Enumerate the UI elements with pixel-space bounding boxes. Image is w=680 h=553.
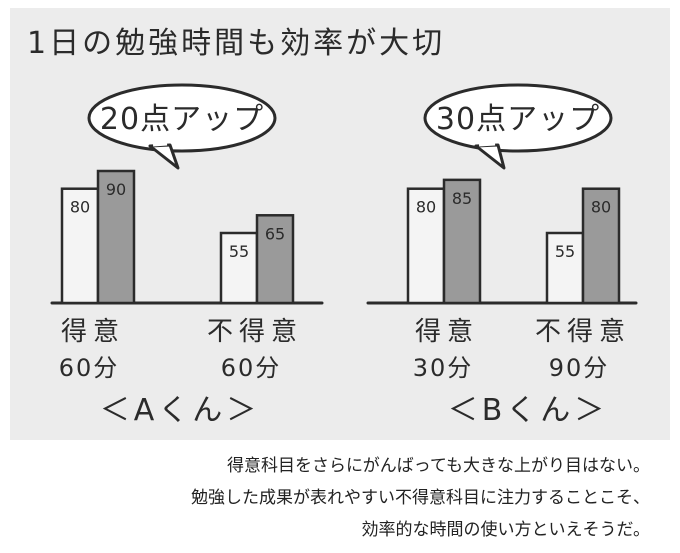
category-time-label: 60分 [59,354,120,382]
student-name: ＜Bくん＞ [448,393,609,428]
callout-text: 20点アップ [100,102,264,137]
caption-line-1: 得意科目をさらにがんばっても大きな上がり目はない。 [227,456,650,476]
speech-bubble [423,83,613,153]
bar-value-label: 65 [265,224,285,243]
student-name: ＜Aくん＞ [100,393,261,428]
bar-value-label: 55 [229,242,249,261]
bar [60,187,100,305]
chart-title: 1日の勉強時間も効率が大切 [27,26,446,61]
caption-line-2: 勉強した成果が表れやすい不得意科目に注力することこそ、 [191,488,650,508]
category-time-label: 30分 [413,354,474,382]
category-label: 不得意 [207,317,303,347]
category-label: 得意 [61,317,125,347]
category-time-label: 60分 [221,354,282,382]
speech-bubble [87,83,277,153]
category-time-label: 90分 [549,354,610,382]
bar [406,187,446,305]
bar-value-label: 90 [106,180,126,199]
bar-value-label: 85 [452,189,472,208]
bar [581,187,621,305]
caption: 得意科目をさらにがんばっても大きな上がり目はない。 勉強した成果が表れやすい不得… [30,450,650,546]
caption-line-3: 効率的な時間の使い方といえそうだ。 [361,520,651,540]
bar-value-label: 80 [70,198,90,217]
bubble-tail-join [152,140,168,147]
bar [545,231,585,305]
bar [96,169,136,305]
category-label: 得意 [415,317,479,347]
callout-text: 30点アップ [436,102,600,137]
bar-value-label: 55 [555,242,575,261]
bar-value-label: 80 [416,198,436,217]
bubble-tail-join [478,140,496,147]
bar [442,178,482,305]
bar-value-label: 80 [591,198,611,217]
bar [255,214,295,305]
category-label: 不得意 [535,317,631,347]
speech-bubble-tail [474,143,506,170]
